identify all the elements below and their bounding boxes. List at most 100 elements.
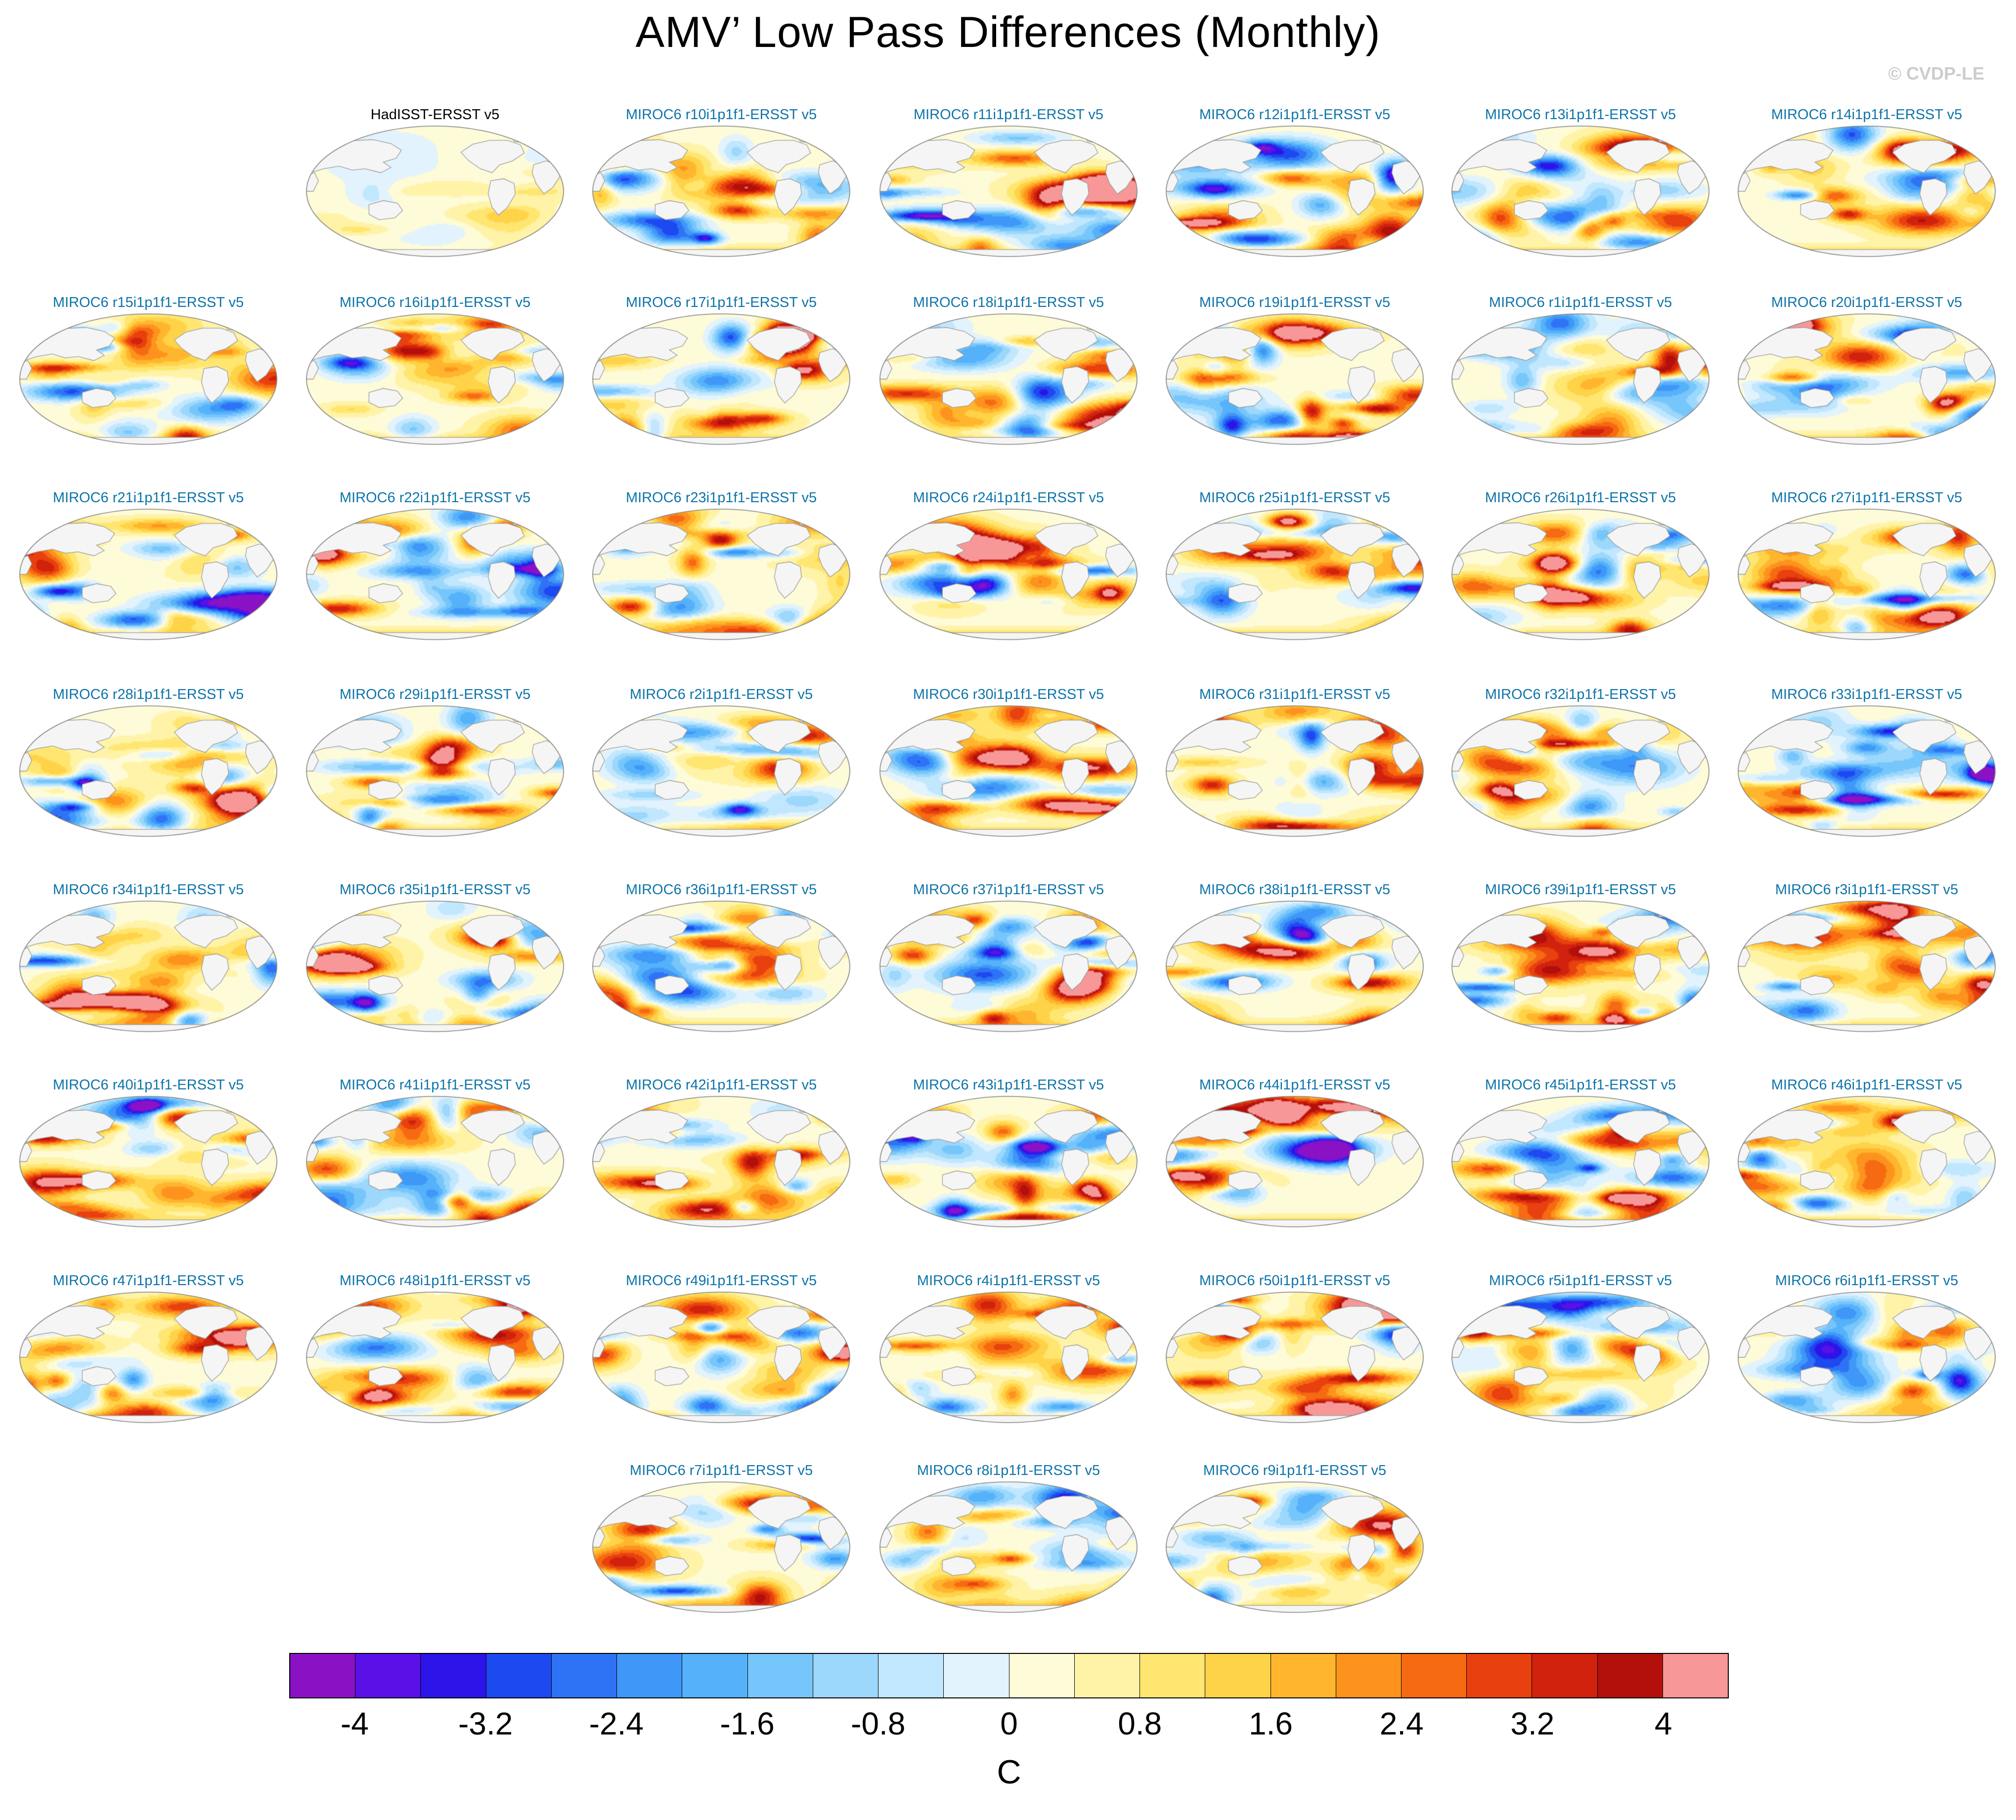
colorbar-segment (682, 1654, 748, 1697)
world-map (879, 1481, 1138, 1613)
colorbar-tick-label: 2.4 (1379, 1706, 1424, 1741)
world-map (879, 900, 1138, 1033)
world-map (306, 125, 565, 258)
colorbar-unit-label: C (997, 1753, 1021, 1791)
world-map (592, 1481, 851, 1613)
figure-title: AMV’ Low Pass Differences (Monthly) (635, 7, 1381, 56)
map-panel: MIROC6 r7i1p1f1-ERSST v5 (592, 1462, 851, 1613)
world-map (1451, 1095, 1710, 1228)
colorbar-tick-label: -3.2 (458, 1706, 513, 1741)
map-panel: MIROC6 r36i1p1f1-ERSST v5 (592, 881, 851, 1033)
map-panel: MIROC6 r18i1p1f1-ERSST v5 (879, 294, 1138, 445)
world-map (1165, 313, 1424, 445)
world-map (306, 1291, 565, 1424)
map-panel: MIROC6 r35i1p1f1-ERSST v5 (306, 881, 565, 1033)
map-panel: MIROC6 r12i1p1f1-ERSST v5 (1165, 106, 1424, 258)
map-panel: MIROC6 r22i1p1f1-ERSST v5 (306, 489, 565, 641)
world-map (1165, 1481, 1424, 1613)
world-map (1451, 1291, 1710, 1424)
colorbar-tick-label: 3.2 (1510, 1706, 1555, 1741)
colorbar-segment (1663, 1654, 1728, 1697)
colorbar-tick-label: 0.8 (1118, 1706, 1162, 1741)
world-map (1165, 1291, 1424, 1424)
map-panel: MIROC6 r19i1p1f1-ERSST v5 (1165, 294, 1424, 445)
panel-title: MIROC6 r40i1p1f1-ERSST v5 (52, 1077, 244, 1093)
panel-title: MIROC6 r2i1p1f1-ERSST v5 (629, 687, 813, 702)
world-map (879, 1291, 1138, 1424)
world-map (19, 900, 278, 1033)
world-map (592, 705, 851, 837)
panel-title: MIROC6 r18i1p1f1-ERSST v5 (913, 295, 1104, 310)
world-map (19, 705, 278, 837)
map-panel: MIROC6 r10i1p1f1-ERSST v5 (592, 106, 851, 258)
world-map (1451, 313, 1710, 445)
map-panel: MIROC6 r21i1p1f1-ERSST v5 (19, 489, 278, 641)
panel-title: MIROC6 r27i1p1f1-ERSST v5 (1771, 490, 1963, 506)
colorbar: -4 -3.2 -2.4 -1.6 -0.8 0 0.8 1.6 2.4 3.2 4 C (289, 1653, 1729, 1791)
panel-title: MIROC6 r17i1p1f1-ERSST v5 (625, 295, 817, 310)
world-map (1737, 508, 1996, 641)
panel-title: MIROC6 r1i1p1f1-ERSST v5 (1489, 295, 1672, 310)
panel-title: MIROC6 r29i1p1f1-ERSST v5 (339, 687, 531, 702)
map-panel: MIROC6 r39i1p1f1-ERSST v5 (1451, 881, 1710, 1033)
panel-title: MIROC6 r42i1p1f1-ERSST v5 (625, 1077, 817, 1093)
panel-title: MIROC6 r39i1p1f1-ERSST v5 (1485, 882, 1676, 898)
panel-title: MIROC6 r37i1p1f1-ERSST v5 (913, 882, 1104, 898)
map-panel: MIROC6 r3i1p1f1-ERSST v5 (1737, 881, 1996, 1033)
colorbar-segment (878, 1654, 944, 1697)
world-map (592, 900, 851, 1033)
map-panel: MIROC6 r25i1p1f1-ERSST v5 (1165, 489, 1424, 641)
panel-title: MIROC6 r45i1p1f1-ERSST v5 (1485, 1077, 1676, 1093)
world-map (879, 705, 1138, 837)
map-panel: MIROC6 r14i1p1f1-ERSST v5 (1737, 106, 1996, 258)
map-panel: MIROC6 r30i1p1f1-ERSST v5 (879, 686, 1138, 837)
map-panel: HadISST-ERSST v5 (306, 106, 565, 258)
map-panel: MIROC6 r40i1p1f1-ERSST v5 (19, 1077, 278, 1228)
world-map (879, 508, 1138, 641)
map-panel: MIROC6 r41i1p1f1-ERSST v5 (306, 1077, 565, 1228)
world-map (1165, 900, 1424, 1033)
map-panel: MIROC6 r9i1p1f1-ERSST v5 (1165, 1462, 1424, 1613)
world-map (19, 508, 278, 641)
map-panel: MIROC6 r2i1p1f1-ERSST v5 (592, 686, 851, 837)
map-panel: MIROC6 r45i1p1f1-ERSST v5 (1451, 1077, 1710, 1228)
colorbar-segment (747, 1654, 813, 1697)
world-map (306, 900, 565, 1033)
world-map (592, 125, 851, 258)
world-map (1737, 1291, 1996, 1424)
map-panel: MIROC6 r20i1p1f1-ERSST v5 (1737, 294, 1996, 445)
panel-title: MIROC6 r23i1p1f1-ERSST v5 (625, 490, 817, 506)
panel-title: MIROC6 r12i1p1f1-ERSST v5 (1199, 107, 1391, 123)
panel-title: MIROC6 r50i1p1f1-ERSST v5 (1199, 1273, 1391, 1289)
map-panel: MIROC6 r43i1p1f1-ERSST v5 (879, 1077, 1138, 1228)
map-panel: MIROC6 r32i1p1f1-ERSST v5 (1451, 686, 1710, 837)
map-panel: MIROC6 r11i1p1f1-ERSST v5 (879, 106, 1138, 258)
world-map (1165, 125, 1424, 258)
map-panel: MIROC6 r50i1p1f1-ERSST v5 (1165, 1272, 1424, 1424)
panel-title: MIROC6 r32i1p1f1-ERSST v5 (1485, 687, 1676, 702)
panel-title: MIROC6 r3i1p1f1-ERSST v5 (1775, 882, 1959, 898)
world-map (19, 1291, 278, 1424)
world-map (1451, 125, 1710, 258)
map-panel: MIROC6 r33i1p1f1-ERSST v5 (1737, 686, 1996, 837)
panel-title: MIROC6 r31i1p1f1-ERSST v5 (1199, 687, 1391, 702)
panel-title: MIROC6 r47i1p1f1-ERSST v5 (52, 1273, 244, 1289)
panel-title: MIROC6 r21i1p1f1-ERSST v5 (52, 490, 244, 506)
colorbar-tick-labels: -4 -3.2 -2.4 -1.6 -0.8 0 0.8 1.6 2.4 3.2 4 (289, 1705, 1729, 1750)
colorbar-segment (290, 1654, 356, 1697)
panel-title: MIROC6 r26i1p1f1-ERSST v5 (1485, 490, 1676, 506)
watermark-cvdp-le: © CVDP-LE (1888, 63, 1984, 84)
colorbar-tick-label: -4 (340, 1706, 369, 1741)
panel-title: MIROC6 r33i1p1f1-ERSST v5 (1771, 687, 1963, 702)
world-map (592, 1095, 851, 1228)
world-map (19, 1095, 278, 1228)
map-panel: MIROC6 r17i1p1f1-ERSST v5 (592, 294, 851, 445)
world-map (879, 125, 1138, 258)
panel-title: MIROC6 r28i1p1f1-ERSST v5 (52, 687, 244, 702)
panel-title: MIROC6 r22i1p1f1-ERSST v5 (339, 490, 531, 506)
colorbar-segment (486, 1654, 552, 1697)
panel-title: MIROC6 r9i1p1f1-ERSST v5 (1203, 1463, 1387, 1478)
panel-title: MIROC6 r15i1p1f1-ERSST v5 (52, 295, 244, 310)
panel-title: MIROC6 r41i1p1f1-ERSST v5 (339, 1077, 531, 1093)
colorbar-tick-label: -0.8 (851, 1706, 906, 1741)
